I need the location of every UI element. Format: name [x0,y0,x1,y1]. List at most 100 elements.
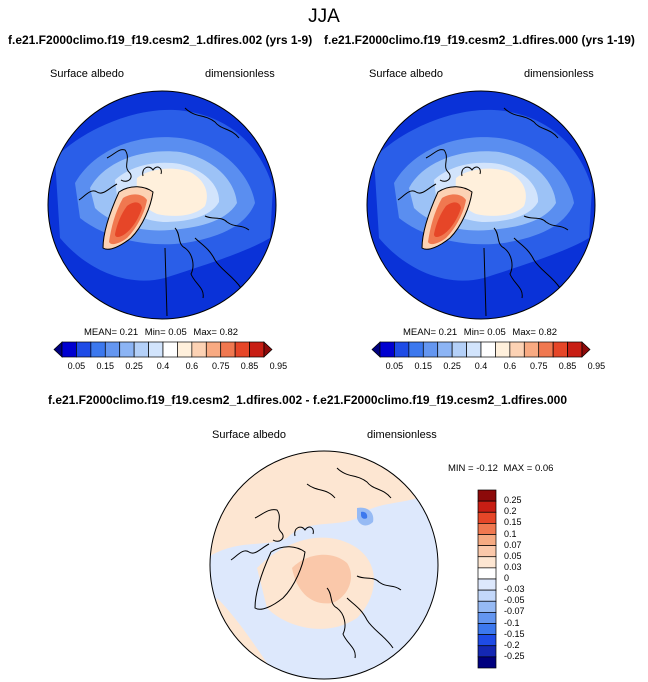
panel-2-stats: MEAN= 0.21 Min= 0.05 Max= 0.82 [403,327,557,338]
coastline-6 [503,107,559,139]
colorbar-swatch [104,341,121,358]
diff-colorbar-swatch [477,511,497,524]
diff-field-negative-core [361,511,368,519]
colorbar-swatch [509,341,525,358]
max-value: 0.82 [219,327,239,338]
panel-1-colorbar-ticks: 0.05 0.15 0.25 0.4 0.6 0.75 0.85 0.95 [54,361,288,373]
diff-colorbar-tick-label: -0.2 [504,639,520,650]
diff-colorbar-ticks: 0.25 0.2 0.15 0.1 0.07 0.05 0.03 0 -0.03 -0.05 -0.… [500,490,540,668]
diff-colorbar-swatch [477,489,497,502]
diff-colorbar-tick-label: -0.1 [504,617,520,628]
mean-value: 0.21 [438,327,458,338]
colorbar-swatch [205,341,222,358]
min-value: -0.12 [476,463,498,474]
greenland-core [115,202,142,237]
colorbar-tick-label: 0.15 [96,361,115,371]
min-label: Min= [144,327,166,338]
coastline-0 [425,149,451,182]
colorbar-swatch [437,341,453,358]
diff-coastline-0 [254,509,284,542]
colorbar-swatch [90,341,106,358]
diff-colorbar-swatch [477,623,497,635]
diff-colorbar-tick-label: 0.07 [504,539,522,550]
diff-coastline-8 [306,483,336,499]
diff-colorbar-swatch [477,534,497,546]
coastline-7 [164,247,168,317]
coastline-8 [194,237,242,289]
colorbar-tick-label: 0.05 [385,361,404,371]
max-label: Max= [512,327,536,338]
panel-1-stats: MEAN= 0.21 Min= 0.05 Max= 0.82 [84,327,238,338]
diff-coastline-2 [294,526,314,537]
diff-colorbar-tick-label: 0.2 [504,506,517,517]
diff-colorbar-tick-label: 0.05 [504,550,522,561]
diff-colorbar-swatch [477,523,497,535]
colorbar-swatch [408,341,424,358]
mean-value: 0.21 [119,327,139,338]
diff-colorbar-tick-label: 0.25 [504,495,522,506]
coastline-5 [204,215,250,231]
colorbar-tick-label: 0.85 [558,361,577,371]
panel-2-variable-label: Surface albedo [369,68,443,80]
colorbar-swatch [191,341,207,358]
sea-ice-core [136,168,207,216]
diff-colorbar-swatch [477,645,497,658]
colorbar-swatch [234,341,250,358]
min-value: 0.05 [168,327,187,338]
map-boundary [366,90,596,320]
panel-1-units-label: dimensionless [205,68,275,80]
coastline-6 [184,107,240,139]
colorbar-tick-label: 0.4 [474,361,488,371]
colorbar-swatch [76,341,92,358]
min-label: Min= [463,327,485,338]
diff-colorbar-tick-label: -0.03 [504,584,525,595]
colorbar-max-arrow [263,341,273,358]
panel-1-variable-label: Surface albedo [50,68,124,80]
mean-label: MEAN= [403,327,436,338]
diff-coastline-6 [336,467,392,499]
colorbar-swatch [61,341,77,358]
coastline-3 [102,186,154,250]
max-value: 0.06 [534,463,554,474]
coastline-4 [493,227,523,299]
colorbar-swatch [480,341,496,358]
colorbar-swatch [495,341,511,358]
diff-coastline-3 [254,546,306,610]
diff-colorbar-swatch [477,578,497,591]
colorbar-tick-label: 0.6 [185,361,199,371]
diff-units-label: dimensionless [367,429,437,441]
mean-label: MEAN= [84,327,117,338]
diff-colorbar-tick-label: -0.25 [504,650,525,661]
max-label: MAX = [503,463,533,474]
coastline-2 [461,166,481,177]
colorbar-max-arrow [581,341,591,358]
max-label: Max= [193,327,217,338]
diff-colorbar-swatch [477,500,497,513]
colorbar-swatch [567,341,583,358]
colorbar-tick-label: 0.95 [587,361,606,371]
colorbar-swatch [466,341,482,358]
diff-variable-label: Surface albedo [212,429,286,441]
panel-2-title: f.e21.F2000climo.f19_f19.cesm2_1.dfires.… [324,33,635,47]
diff-coastline-1 [230,543,270,561]
colorbar-swatch [148,341,164,358]
diff-colorbar-swatch [477,600,497,613]
colorbar-swatch [162,341,178,358]
diff-colorbar-tick-label: 0 [504,573,510,583]
diff-colorbar-swatch [477,567,497,580]
min-label: MIN = [448,463,474,474]
map-boundary [209,450,439,680]
page-title: JJA [308,6,340,27]
diff-colorbar-swatch [477,556,497,569]
colorbar-min-arrow [371,341,381,358]
panel-1-albedo-map [47,90,277,320]
colorbar-swatch [177,341,193,358]
diff-colorbar-tick-label: 0.15 [504,517,522,528]
panel-1-colorbar [53,341,273,358]
sea-ice-core [455,168,526,216]
panel-2-colorbar [371,341,591,358]
panel-1-title: f.e21.F2000climo.f19_f19.cesm2_1.dfires.… [8,33,313,47]
diff-colorbar-tick-label: -0.07 [504,606,525,617]
coastline-3 [421,186,473,250]
colorbar-swatch [394,341,410,358]
